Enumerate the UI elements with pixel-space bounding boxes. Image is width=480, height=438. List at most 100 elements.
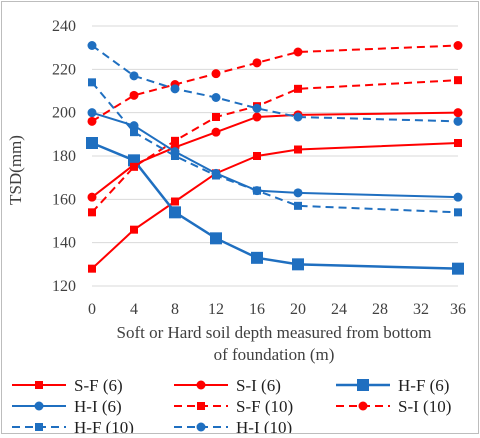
x-tick-label-28: 28 [372, 301, 388, 318]
point-s-f-10-36 [454, 76, 462, 85]
y-tick-label-240: 240 [52, 18, 76, 35]
legend-item-h-f-10: H-F (10) [12, 418, 134, 437]
series-s-i-10 [87, 41, 463, 126]
series-s-i-6 [87, 108, 463, 202]
point-h-f-10-16 [253, 186, 261, 195]
legend-label-s-f-6: S-F (6) [74, 376, 123, 395]
point-s-i-10-0 [87, 116, 97, 126]
series-line-s-f-6 [91, 142, 459, 270]
legend-label-h-f-10: H-F (10) [74, 418, 134, 433]
x-axis-label-line-2: of foundation (m) [214, 345, 335, 364]
series-s-f-6 [88, 139, 462, 273]
point-s-f-6-4 [130, 225, 138, 234]
point-s-i-6-12 [211, 127, 221, 137]
legend-item-h-f-6: H-F (6) [336, 376, 449, 395]
point-s-f-6-36 [454, 139, 462, 147]
point-s-i-10-12 [211, 69, 221, 79]
point-s-f-6-20 [294, 145, 302, 154]
point-h-f-6-8 [169, 206, 181, 219]
legend-label-s-f-10: S-F (10) [236, 397, 293, 416]
y-tick-label-200: 200 [52, 105, 76, 122]
point-h-i-10-20 [293, 112, 303, 122]
point-s-i-6-0 [87, 192, 97, 202]
legend-label-h-i-6: H-I (6) [74, 397, 122, 416]
series-line-h-i-6 [91, 111, 459, 199]
point-h-f-10-4 [130, 128, 138, 137]
point-h-f-10-0 [88, 78, 96, 87]
legend-item-h-i-10: H-I (10) [174, 418, 292, 437]
legend-label-s-i-10: S-I (10) [398, 397, 451, 416]
point-h-f-6-0 [86, 137, 98, 149]
x-axis-ticks: 0 4 8 12 16 20 24 28 32 36 [88, 301, 466, 318]
point-h-f-6-12 [210, 232, 222, 245]
point-h-i-6-36 [453, 192, 463, 202]
legend-label-h-f-6: H-F (6) [398, 376, 449, 395]
legend-item-s-f-10: S-F (10) [174, 397, 293, 416]
legend-label-s-i-6: S-I (6) [236, 376, 281, 395]
point-h-f-6-16 [251, 251, 263, 264]
point-s-i-6-36 [453, 108, 463, 118]
x-tick-label-24: 24 [331, 301, 347, 318]
y-tick-label-220: 220 [52, 61, 76, 78]
point-s-f-10-4 [130, 162, 138, 171]
point-h-i-10-16 [252, 103, 262, 113]
y-tick-label-160: 160 [52, 191, 76, 208]
legend-item-s-f-6: S-F (6) [12, 376, 123, 395]
legend-swatch-marker-h-i-10 [196, 422, 206, 432]
series-line-h-f-10 [91, 81, 459, 214]
series-h-i-6 [87, 108, 463, 202]
x-tick-label-8: 8 [171, 301, 179, 318]
point-h-f-10-12 [212, 171, 220, 180]
x-tick-label-4: 4 [130, 301, 138, 318]
x-tick-label-20: 20 [290, 301, 306, 318]
x-tick-label-0: 0 [88, 301, 96, 318]
point-h-i-6-4 [129, 121, 139, 131]
grid-lines [92, 25, 458, 287]
point-s-i-6-16 [252, 112, 262, 122]
point-h-i-10-4 [129, 71, 139, 81]
legend-swatch-marker-h-f-6 [357, 379, 369, 391]
x-axis-label-line-1: Soft or Hard soil depth measured from bo… [117, 323, 432, 342]
y-tick-label-180: 180 [52, 148, 76, 165]
point-h-f-10-8 [171, 152, 179, 160]
x-tick-label-16: 16 [249, 301, 265, 318]
point-s-i-10-4 [129, 90, 139, 100]
point-h-f-10-36 [454, 208, 462, 217]
y-tick-label-140: 140 [52, 235, 76, 252]
point-s-i-10-16 [252, 58, 262, 68]
legend-item-h-i-6: H-I (6) [12, 397, 122, 416]
series-h-i-10 [87, 41, 463, 126]
point-s-f-6-0 [88, 264, 96, 273]
point-s-f-6-8 [171, 197, 179, 206]
legend-swatch-marker-s-i-10 [358, 401, 368, 411]
point-s-f-10-0 [88, 208, 96, 217]
series-h-f-6 [86, 137, 464, 275]
point-h-i-6-0 [87, 108, 97, 118]
series-line-h-i-10 [91, 44, 459, 123]
point-s-f-10-12 [212, 113, 220, 121]
point-h-f-10-20 [294, 201, 302, 210]
point-h-i-10-12 [211, 93, 221, 102]
legend-item-s-i-6: S-I (6) [174, 376, 281, 395]
y-axis-ticks: 120 140 160 180 200 220 240 [52, 18, 76, 295]
legend-label-h-i-10: H-I (10) [236, 418, 292, 433]
point-s-i-10-20 [293, 47, 303, 57]
legend-swatch-marker-s-f-10 [197, 402, 205, 410]
point-h-i-6-20 [293, 188, 303, 198]
x-tick-label-36: 36 [450, 301, 466, 318]
series-line-s-i-10 [91, 44, 459, 123]
point-h-f-6-20 [292, 258, 304, 271]
point-s-f-6-16 [253, 152, 261, 160]
point-h-i-10-0 [87, 41, 97, 50]
legend: S-F (6) S-I (6) H-F (6) H-I (6) S-F (10) S-I … [12, 376, 451, 437]
series-h-f-10 [88, 78, 462, 217]
y-axis-label: TSD(mm) [6, 135, 25, 205]
point-s-i-10-36 [453, 41, 463, 50]
legend-swatch-marker-h-f-10 [35, 423, 43, 431]
legend-item-s-i-10: S-I (10) [336, 397, 451, 416]
series-line-s-i-6 [91, 111, 459, 198]
y-tick-label-120: 120 [52, 278, 76, 295]
legend-swatch-marker-s-i-6 [196, 380, 206, 390]
